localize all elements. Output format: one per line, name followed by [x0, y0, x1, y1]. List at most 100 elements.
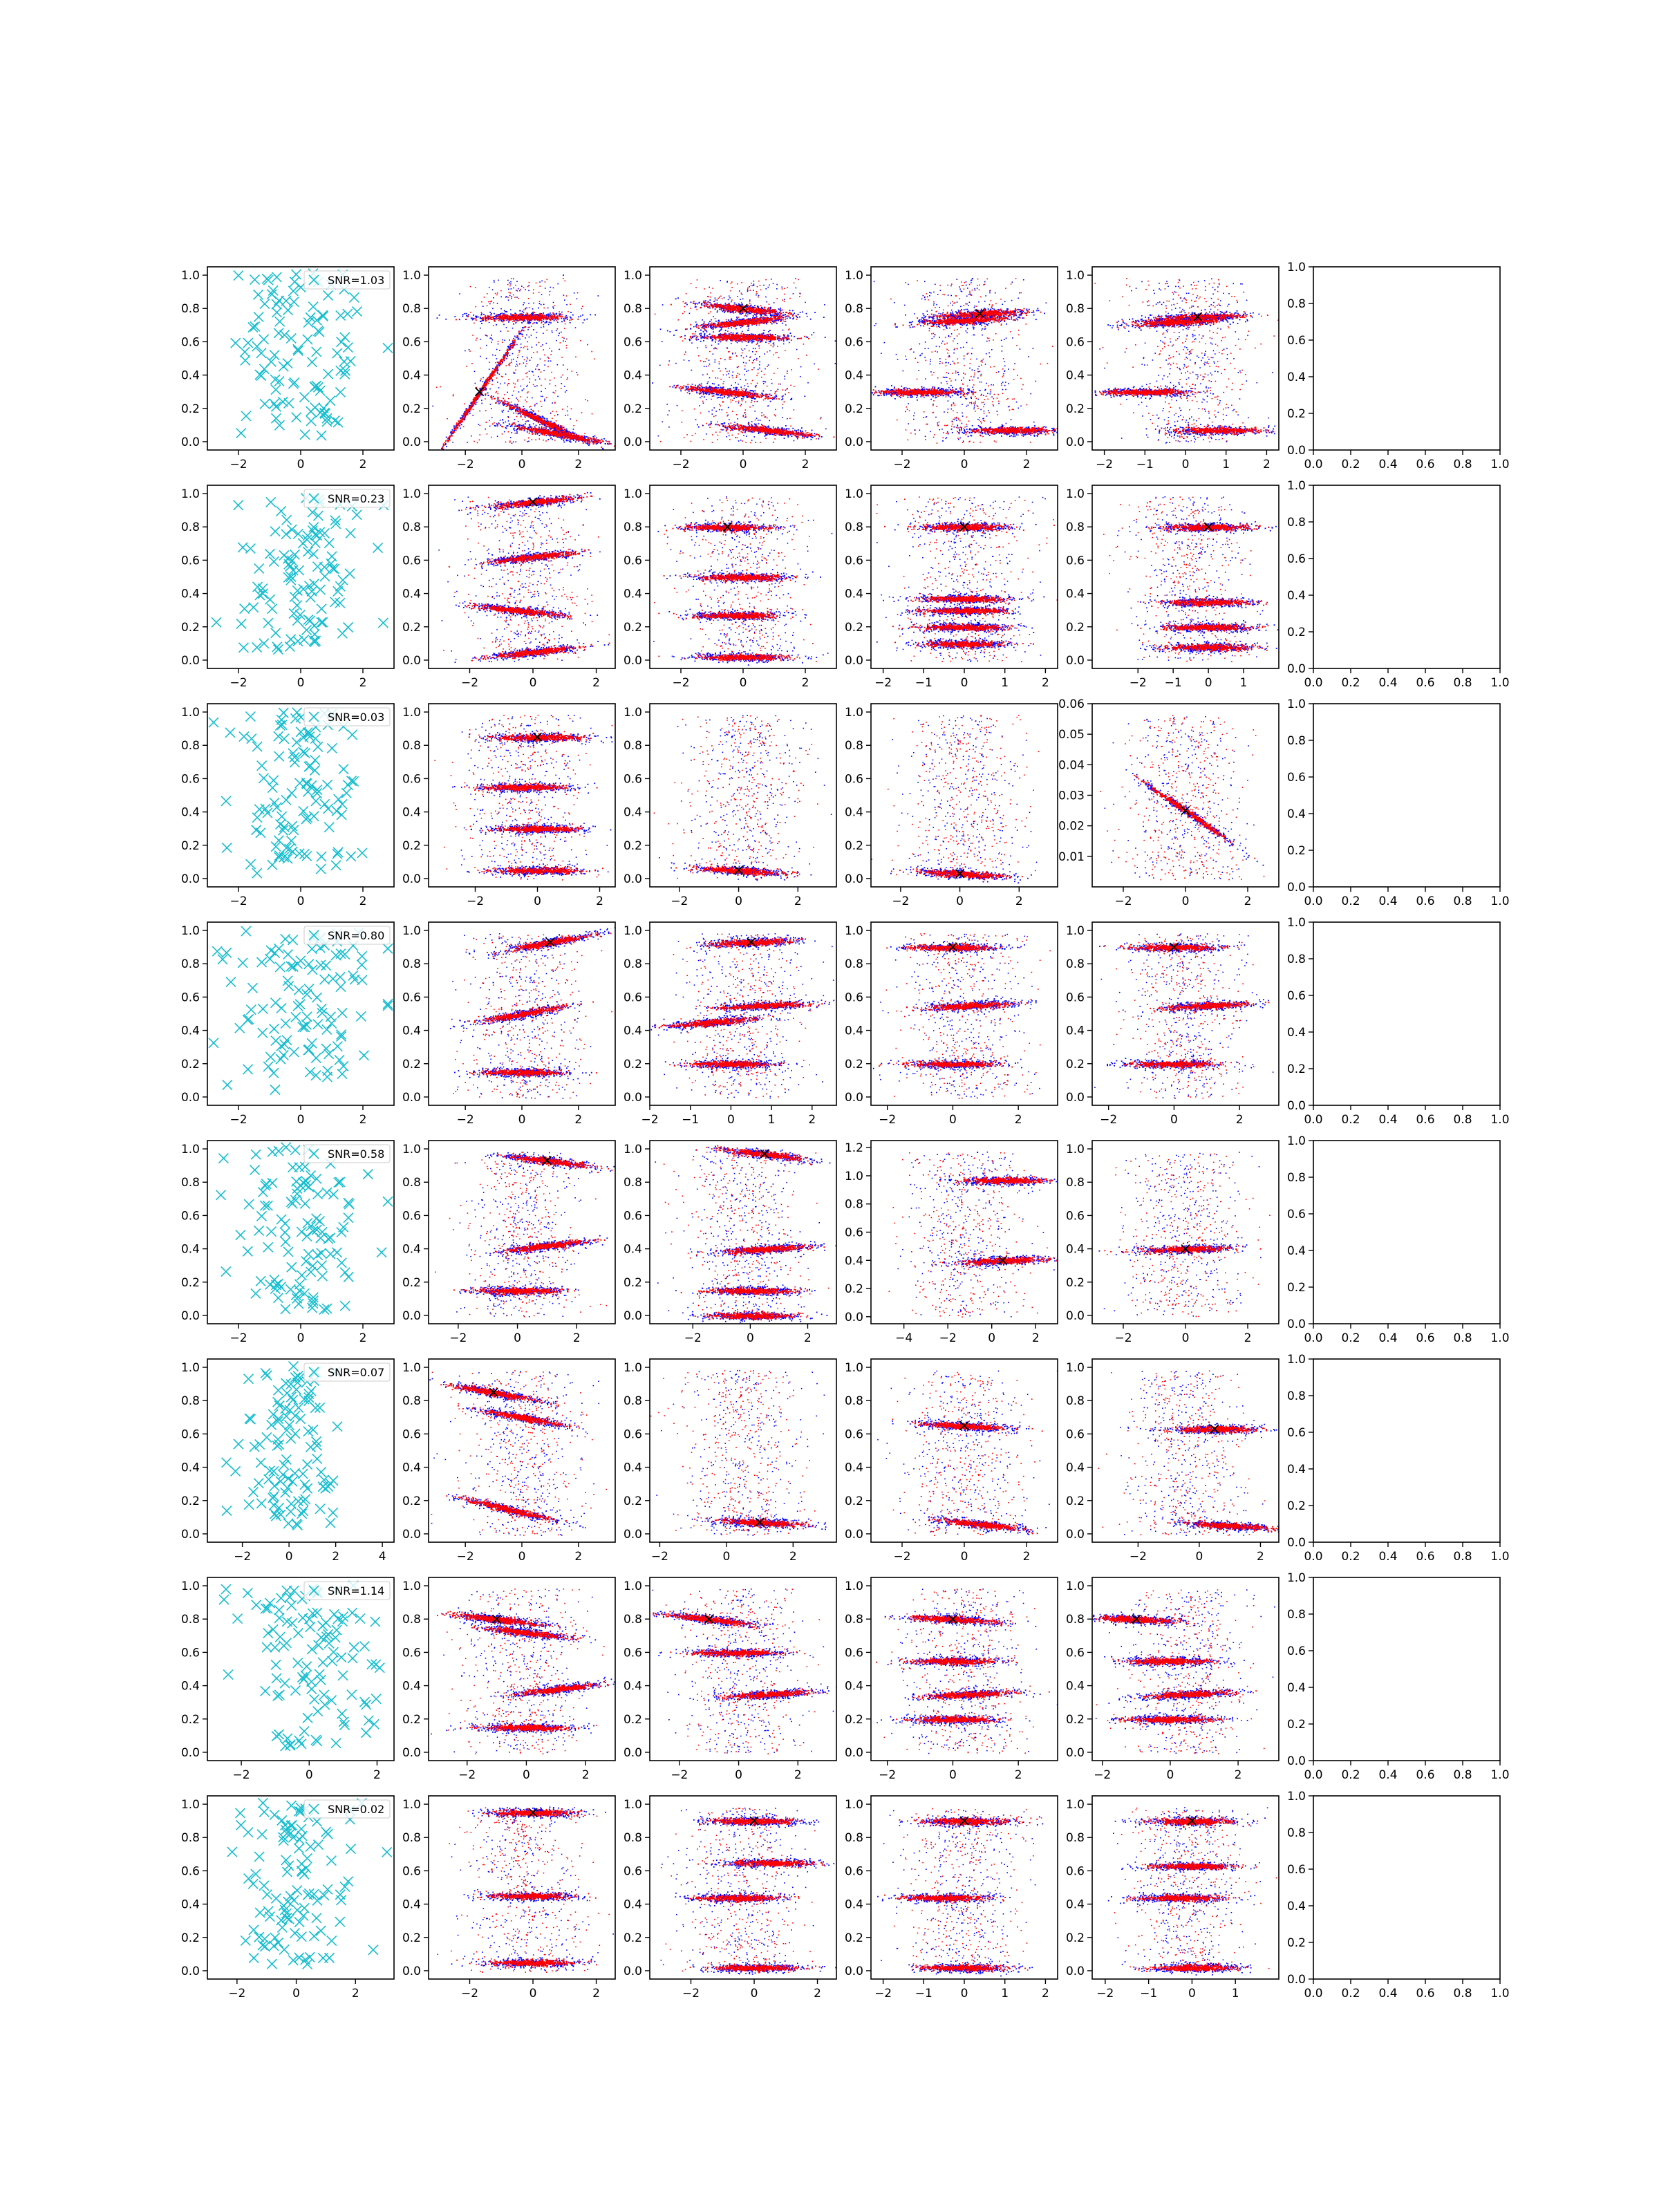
observed-point: [293, 346, 303, 355]
sample-point: [474, 318, 476, 319]
sample-point: [800, 376, 801, 377]
sample-point: [788, 392, 789, 393]
sample-point: [700, 413, 702, 414]
sample-point: [478, 396, 480, 397]
sample-point: [553, 308, 554, 309]
sample-point: [532, 433, 534, 434]
sample-point: [496, 402, 498, 404]
sample-point: [785, 324, 787, 326]
sample-point: [525, 400, 526, 401]
sample-point: [446, 446, 447, 447]
sample-point: [578, 435, 579, 436]
sample-point: [758, 345, 760, 346]
sample-point: [742, 350, 744, 351]
sample-point: [789, 418, 791, 419]
sample-point: [494, 313, 495, 315]
sample-point: [549, 294, 550, 296]
sample-point: [501, 359, 503, 360]
sample-point: [497, 435, 498, 437]
sample-point: [440, 452, 442, 453]
sample-point: [563, 338, 565, 339]
sample-point: [557, 315, 559, 317]
sample-point: [438, 452, 439, 453]
sample-point: [517, 365, 518, 366]
sample-point: [778, 388, 779, 390]
sample-point: [559, 427, 561, 429]
sample-point: [472, 415, 474, 416]
sample-point: [498, 387, 500, 388]
sample-point: [667, 414, 668, 415]
sample-point: [582, 440, 583, 441]
sample-point: [584, 440, 585, 441]
sample-point: [762, 308, 763, 309]
sample-point: [578, 316, 579, 317]
sample-point: [512, 328, 514, 329]
sample-point: [518, 427, 520, 428]
sample-point: [710, 311, 711, 312]
sample-point: [525, 413, 526, 414]
sample-point: [733, 377, 734, 379]
sample-point: [582, 306, 583, 307]
sample-point: [741, 388, 742, 390]
sample-point: [500, 424, 501, 426]
sample-point: [805, 431, 807, 432]
sample-point: [489, 337, 491, 339]
sample-point: [503, 315, 505, 316]
sample-point: [533, 384, 534, 386]
sample-point: [703, 402, 704, 404]
sample-point: [491, 335, 492, 336]
sample-point: [576, 420, 577, 422]
sample-point: [456, 426, 457, 427]
sample-point: [587, 400, 588, 402]
sample-point: [431, 463, 432, 465]
sample-point: [469, 350, 471, 352]
sample-point: [780, 384, 781, 385]
sample-point: [737, 367, 738, 368]
sample-point: [502, 339, 503, 341]
sample-point: [543, 420, 544, 421]
sample-point: [471, 317, 473, 319]
sample-point: [514, 319, 515, 320]
sample-point: [514, 297, 516, 298]
sample-point: [512, 344, 514, 346]
observed-point: [324, 290, 333, 300]
sample-point: [503, 320, 504, 321]
sample-point: [736, 355, 738, 357]
sample-point: [456, 424, 458, 426]
sample-point: [499, 319, 500, 320]
observed-point: [241, 355, 250, 365]
sample-point: [500, 315, 501, 317]
sample-point: [521, 347, 522, 348]
sample-point: [521, 333, 523, 335]
sample-point: [489, 426, 491, 427]
sample-point: [554, 415, 556, 417]
sample-point: [506, 428, 507, 429]
sample-point: [518, 350, 520, 351]
sample-point: [497, 372, 498, 373]
sample-point: [691, 342, 693, 344]
sample-point: [776, 352, 778, 353]
sample-point: [502, 403, 503, 404]
sample-point: [715, 431, 717, 433]
sample-point: [789, 310, 791, 311]
sample-point: [563, 435, 564, 437]
sample-point: [556, 435, 557, 437]
sample-point: [723, 381, 724, 382]
sample-point: [484, 383, 485, 384]
sample-point: [698, 302, 700, 303]
y-tick-label: 0.8: [402, 302, 421, 316]
sample-point: [504, 316, 505, 317]
sample-point: [526, 361, 527, 362]
sample-point: [739, 290, 740, 292]
sample-point: [554, 427, 556, 429]
sample-point: [782, 288, 783, 290]
sample-point: [746, 362, 747, 364]
sample-point: [765, 382, 767, 383]
sample-point: [504, 320, 505, 321]
sample-point: [480, 328, 481, 329]
sample-point: [570, 438, 571, 440]
sample-point: [488, 383, 489, 384]
observed-point: [326, 396, 335, 406]
sample-point: [566, 430, 568, 431]
sample-point: [798, 279, 799, 281]
